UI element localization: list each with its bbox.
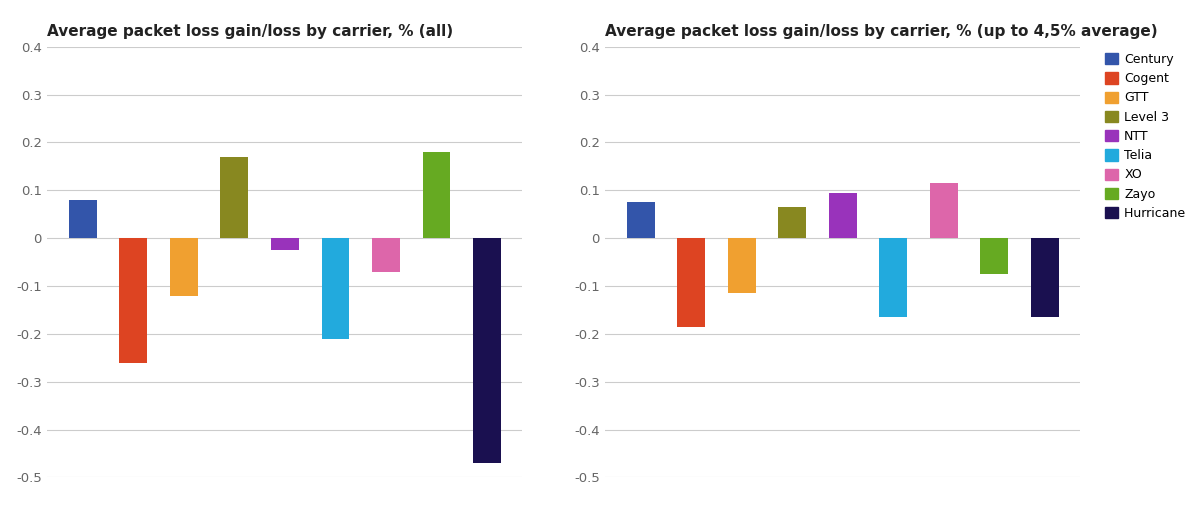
- Bar: [221, 157, 248, 238]
- Bar: [880, 238, 907, 317]
- Bar: [829, 193, 857, 238]
- Legend: Century, Cogent, GTT, Level 3, NTT, Telia, XO, Zayo, Hurricane Electric: Century, Cogent, GTT, Level 3, NTT, Teli…: [1105, 53, 1187, 220]
- Bar: [69, 200, 96, 238]
- Bar: [980, 238, 1008, 274]
- Bar: [271, 238, 299, 250]
- Bar: [423, 152, 450, 238]
- Bar: [120, 238, 147, 363]
- Text: Average packet loss gain/loss by carrier, % (all): Average packet loss gain/loss by carrier…: [47, 23, 453, 38]
- Bar: [678, 238, 705, 327]
- Bar: [170, 238, 198, 296]
- Bar: [627, 202, 654, 238]
- Bar: [322, 238, 349, 339]
- Bar: [1032, 238, 1059, 317]
- Bar: [372, 238, 400, 271]
- Bar: [728, 238, 756, 293]
- Bar: [929, 183, 958, 238]
- Bar: [474, 238, 501, 463]
- Bar: [779, 207, 806, 238]
- Text: Average packet loss gain/loss by carrier, % (up to 4,5% average): Average packet loss gain/loss by carrier…: [605, 23, 1159, 38]
